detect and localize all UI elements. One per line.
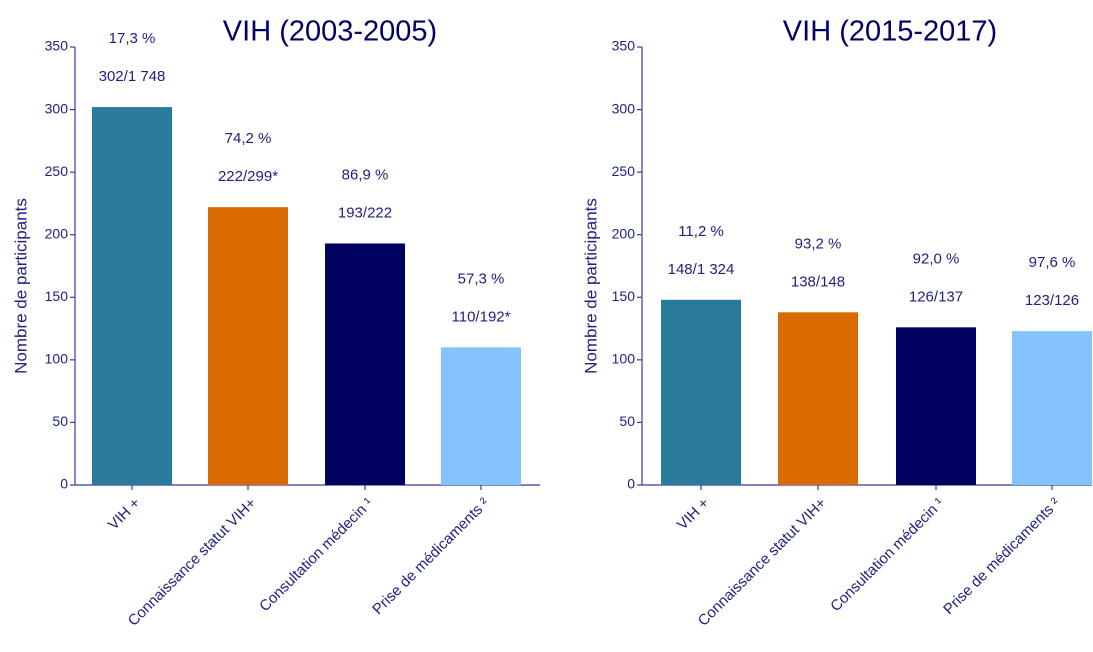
data-label: 222/299*	[218, 168, 278, 185]
y-tick-label: 0	[60, 476, 68, 492]
x-tick-label: Prise de médicaments ²	[940, 495, 1063, 618]
percent-label: 92,0 %	[913, 250, 960, 267]
percent-label: 93,2 %	[795, 235, 842, 252]
data-label: 193/222	[338, 204, 392, 221]
y-tick-label: 0	[627, 476, 635, 492]
y-tick-label: 250	[612, 163, 636, 179]
y-tick-label: 200	[612, 225, 636, 241]
chart-title: VIH (2015-2017)	[783, 16, 997, 48]
x-tick-label: VIH +	[105, 494, 144, 533]
y-tick-label: 250	[45, 163, 69, 179]
data-label: 138/148	[791, 273, 845, 290]
percent-label: 86,9 %	[342, 166, 389, 183]
y-tick-label: 50	[52, 413, 68, 429]
x-tick-label: Consultation médecin ¹	[256, 495, 377, 616]
bar	[92, 107, 172, 485]
data-label: 302/1 748	[99, 68, 166, 85]
data-label: 110/192*	[452, 308, 511, 325]
x-tick-label: Connaissance statut VIH+	[695, 494, 830, 629]
y-tick-label: 350	[612, 38, 636, 54]
data-label: 126/137	[909, 288, 963, 305]
y-tick-label: 350	[45, 38, 69, 54]
x-tick-label: Prise de médicaments ²	[369, 495, 492, 618]
percent-label: 57,3 %	[458, 270, 505, 287]
bar	[1012, 331, 1092, 485]
y-axis-label: Nombre de participants	[581, 198, 600, 374]
bar	[325, 243, 405, 485]
y-tick-label: 300	[45, 100, 69, 116]
x-tick-label: Consultation médecin ¹	[827, 495, 948, 616]
chart: VIH (2015-2017) Nombre de participants 0 50…	[581, 16, 1092, 630]
bar	[441, 347, 521, 485]
bar	[661, 299, 741, 485]
x-tick-label: VIH +	[674, 494, 713, 533]
percent-label: 11,2 %	[678, 223, 724, 240]
y-tick-label: 100	[612, 351, 636, 367]
data-label: 123/126	[1025, 292, 1079, 309]
y-tick-label: 300	[612, 100, 636, 116]
percent-label: 74,2 %	[225, 130, 272, 147]
y-axis-label: Nombre de participants	[11, 198, 30, 374]
data-label: 148/1 324	[668, 261, 735, 278]
percent-label: 97,6 %	[1029, 254, 1076, 271]
chart-title: VIH (2003-2005)	[223, 16, 437, 48]
y-tick-label: 100	[45, 351, 69, 367]
y-tick-label: 50	[619, 413, 635, 429]
percent-label: 17,3 %	[109, 30, 156, 47]
x-tick-label: Connaissance statut VIH+	[125, 494, 260, 629]
bar	[896, 327, 976, 485]
y-tick-label: 200	[45, 225, 69, 241]
y-tick-label: 150	[45, 288, 69, 304]
bar	[778, 312, 858, 485]
bar	[208, 207, 288, 485]
y-tick-label: 150	[612, 288, 636, 304]
chart: VIH (2003-2005) Nombre de participants 0 50…	[11, 16, 540, 630]
